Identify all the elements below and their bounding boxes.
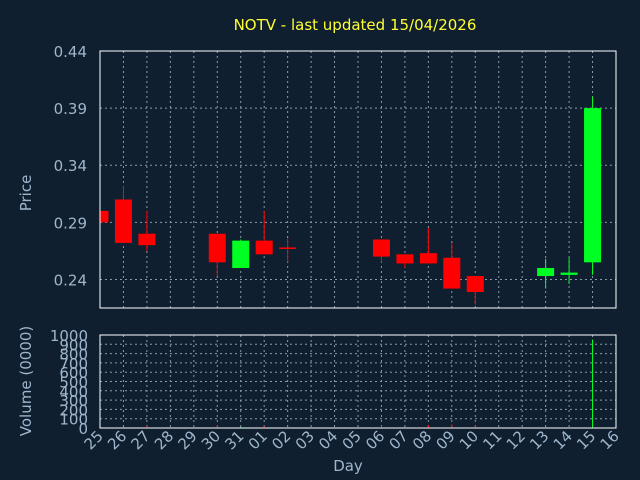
price-tick-label: 0.34	[54, 157, 87, 175]
x-tick-label: 04	[315, 427, 341, 453]
candle-body-09	[443, 257, 461, 289]
candle-body-14	[560, 272, 578, 275]
x-tick-label: 06	[362, 427, 388, 453]
candles	[99, 96, 602, 305]
price-tick-labels: 0.44 0.39 0.34 0.29 0.24	[54, 43, 87, 289]
price-tick-label: 0.29	[54, 214, 87, 232]
x-tick-label: 08	[409, 427, 435, 453]
x-tick-labels: 2526272829303101020304050607080910111213…	[81, 427, 623, 453]
volume-tick-label: 700	[59, 355, 88, 373]
candle-body-26	[114, 199, 132, 243]
chart-title: NOTV - last updated 15/04/2026	[234, 16, 477, 34]
x-tick-label: 12	[503, 427, 529, 453]
price-panel-frame	[99, 50, 617, 309]
candle-body-25	[100, 210, 109, 223]
price-axis-label: Price	[17, 175, 35, 212]
volume-tick-label: 600	[59, 364, 88, 382]
x-tick-label: 10	[456, 427, 482, 453]
candle-body-10	[466, 276, 484, 293]
volume-tick-label: 100	[59, 411, 88, 429]
candle-body-15	[584, 108, 602, 263]
volume-axis-label: Volume (0000)	[17, 326, 35, 436]
x-tick-label: 13	[526, 427, 552, 453]
price-tick-label: 0.39	[54, 100, 87, 118]
x-tick-label: 30	[198, 427, 224, 453]
volume-tick-label: 400	[59, 383, 88, 401]
candle-body-08	[419, 253, 437, 264]
candle-body-02	[279, 247, 297, 249]
candle-body-31	[232, 240, 250, 269]
candle-body-06	[372, 239, 390, 257]
x-tick-label: 09	[432, 427, 458, 453]
price-tick-label: 0.44	[54, 43, 87, 61]
volume-tick-label: 1000	[50, 327, 88, 345]
x-axis-label: Day	[333, 457, 363, 475]
x-tick-label: 11	[479, 427, 505, 453]
candle-body-13	[537, 268, 555, 277]
x-tick-label: 16	[597, 427, 623, 453]
x-tick-label: 14	[550, 427, 576, 453]
volume-panel-frame	[99, 334, 617, 429]
x-tick-label: 29	[174, 427, 200, 453]
x-tick-label: 01	[245, 427, 271, 453]
volume-tick-label: 800	[59, 346, 88, 364]
x-tick-label: 27	[128, 427, 154, 453]
x-tick-label: 07	[386, 427, 412, 453]
panel-frames	[99, 50, 617, 429]
candle-body-01	[255, 240, 273, 255]
x-tick-label: 15	[573, 427, 599, 453]
x-tick-label: 05	[339, 427, 365, 453]
volume-grid	[99, 334, 617, 429]
x-tick-label: 28	[151, 427, 177, 453]
x-tick-label: 02	[268, 427, 294, 453]
candle-body-27	[138, 233, 156, 246]
volume-bars	[99, 339, 594, 428]
candle-body-30	[208, 233, 226, 263]
volume-tick-label: 500	[59, 374, 88, 392]
volume-tick-label: 0	[78, 420, 88, 438]
volume-tick-label: 300	[59, 392, 88, 410]
x-tick-label: 03	[292, 427, 318, 453]
volume-tick-label: 200	[59, 401, 88, 419]
volume-tick-label: 900	[59, 336, 88, 354]
x-tick-label: 31	[221, 427, 247, 453]
x-tick-label: 26	[104, 427, 130, 453]
candle-body-07	[396, 254, 414, 264]
price-tick-label: 0.24	[54, 271, 87, 289]
